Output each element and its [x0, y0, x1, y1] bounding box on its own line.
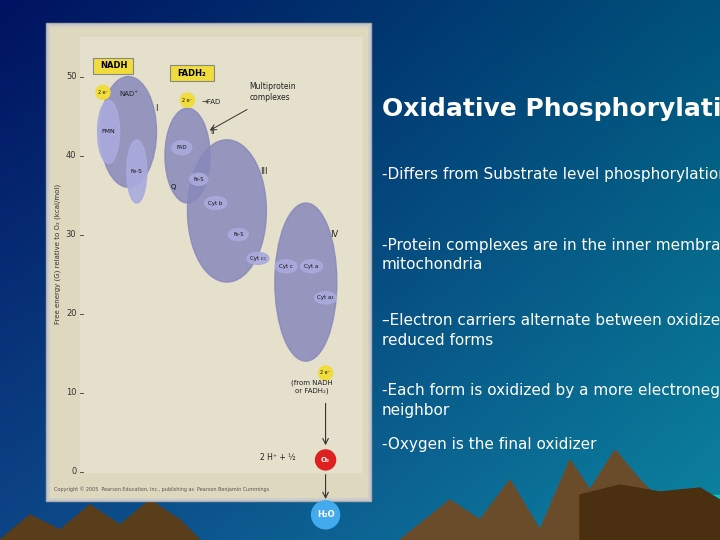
Text: FMN: FMN [102, 130, 115, 134]
FancyBboxPatch shape [46, 23, 372, 501]
Ellipse shape [187, 140, 266, 282]
Text: –Electron carriers alternate between oxidized and
reduced forms: –Electron carriers alternate between oxi… [382, 313, 720, 348]
Text: I: I [156, 104, 158, 113]
Text: Cyt a: Cyt a [305, 264, 319, 269]
Ellipse shape [190, 173, 208, 185]
Ellipse shape [315, 292, 336, 304]
Text: FADH₂: FADH₂ [177, 69, 206, 78]
FancyBboxPatch shape [170, 65, 214, 82]
Text: Q: Q [171, 184, 176, 190]
Circle shape [181, 93, 194, 107]
Text: 2 H⁺ + ½: 2 H⁺ + ½ [260, 453, 295, 462]
Ellipse shape [247, 252, 269, 265]
Text: H₂O: H₂O [317, 510, 334, 519]
Bar [580, 495, 720, 540]
Circle shape [96, 85, 110, 99]
Text: 20: 20 [66, 309, 76, 318]
Text: Cyt c: Cyt c [279, 264, 293, 269]
Ellipse shape [165, 108, 210, 203]
Text: 10: 10 [66, 388, 76, 397]
Text: NADH: NADH [100, 61, 127, 70]
Ellipse shape [228, 228, 248, 241]
Polygon shape [400, 450, 720, 540]
Circle shape [312, 501, 340, 529]
Bar [50, 27, 367, 497]
Text: 2 e⁻: 2 e⁻ [320, 370, 330, 375]
Text: 40: 40 [66, 151, 76, 160]
Text: -Protein complexes are in the inner membrane of the
mitochondria: -Protein complexes are in the inner memb… [382, 238, 720, 272]
Text: II: II [210, 127, 215, 137]
Ellipse shape [100, 77, 156, 187]
Bar [81, 37, 362, 472]
Text: 50: 50 [66, 72, 76, 81]
Text: 2 e⁻: 2 e⁻ [98, 90, 108, 95]
Ellipse shape [172, 141, 192, 154]
Ellipse shape [275, 203, 337, 361]
Ellipse shape [98, 100, 120, 164]
Ellipse shape [204, 197, 227, 210]
Text: NAD⁺: NAD⁺ [120, 91, 139, 97]
Circle shape [315, 450, 336, 470]
Text: Cyt c₁: Cyt c₁ [250, 256, 266, 261]
Text: Cyt a₃: Cyt a₃ [318, 295, 334, 300]
Circle shape [318, 366, 333, 380]
Text: 0: 0 [71, 467, 76, 476]
Polygon shape [0, 500, 200, 540]
Text: Cyt b: Cyt b [209, 200, 223, 206]
Text: Multiprotein
complexes: Multiprotein complexes [250, 82, 296, 102]
Text: -Oxygen is the final oxidizer: -Oxygen is the final oxidizer [382, 437, 596, 453]
Text: FAD: FAD [176, 145, 187, 150]
Text: 2 e⁻: 2 e⁻ [182, 98, 193, 103]
FancyBboxPatch shape [94, 58, 133, 73]
Text: Copyright © 2005  Pearson Education, Inc., publishing as  Pearson Benjamin Cummi: Copyright © 2005 Pearson Education, Inc.… [55, 486, 269, 492]
Ellipse shape [275, 260, 297, 273]
Text: (from NADH
or FADH₂): (from NADH or FADH₂) [291, 380, 333, 394]
Text: Fe-S: Fe-S [233, 232, 243, 237]
Text: Fe-S: Fe-S [131, 169, 143, 174]
Ellipse shape [127, 140, 147, 203]
Text: →FAD: →FAD [202, 99, 221, 105]
Ellipse shape [300, 260, 323, 273]
Text: Fe-S: Fe-S [194, 177, 204, 182]
Text: O₂: O₂ [321, 457, 330, 463]
Text: -Each form is oxidized by a more electronegative
neighbor: -Each form is oxidized by a more electro… [382, 383, 720, 418]
Text: Oxidative Phosphorylation: Oxidative Phosphorylation [382, 97, 720, 121]
Text: 30: 30 [66, 230, 76, 239]
Text: Free energy (G) relative to O₂ (kcal/mol): Free energy (G) relative to O₂ (kcal/mol… [54, 184, 60, 325]
Text: -Differs from Substrate level phosphorylation: -Differs from Substrate level phosphoryl… [382, 167, 720, 183]
Text: III: III [260, 167, 267, 176]
Polygon shape [580, 485, 720, 540]
Text: IV: IV [330, 230, 338, 239]
